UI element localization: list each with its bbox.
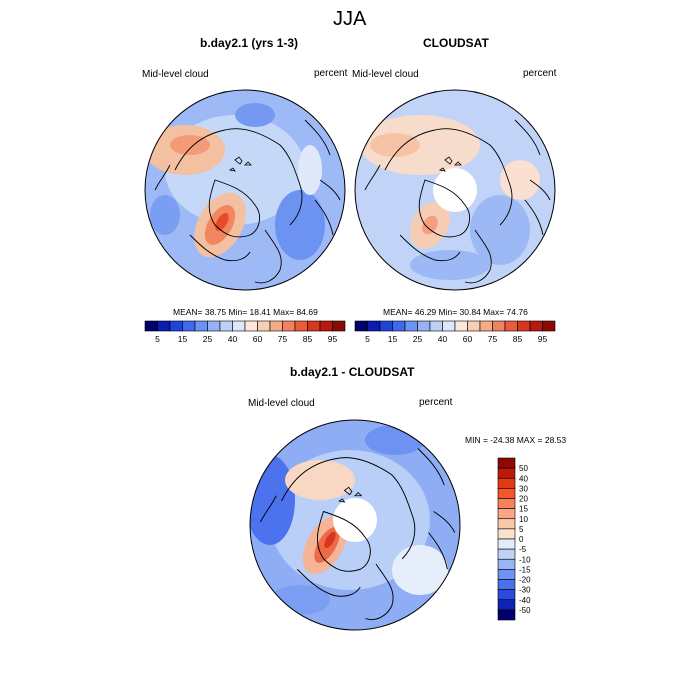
- colorbar-tick-label: 15: [519, 505, 528, 514]
- colorbar-tick-label: 10: [519, 515, 528, 524]
- colorbar-box: [497, 477, 516, 489]
- colorbar-tick-label: 85: [303, 334, 313, 344]
- colorbar-box: [144, 320, 158, 332]
- right-variable-label: Mid-level cloud: [352, 69, 419, 80]
- right-units-label: percent: [523, 68, 557, 79]
- colorbar-box: [282, 320, 296, 332]
- colorbar-box: [404, 320, 418, 332]
- colorbar-box: [492, 320, 506, 332]
- colorbar-tick-label: 40: [438, 334, 448, 344]
- colorbar-box: [294, 320, 308, 332]
- colorbar-box: [497, 609, 516, 621]
- colorbar-tick-label: -20: [519, 576, 531, 585]
- diff-variable-label: Mid-level cloud: [248, 398, 315, 409]
- colorbar-tick-label: -50: [519, 606, 531, 615]
- colorbar-tick-label: 85: [513, 334, 523, 344]
- left-stats-label: MEAN= 38.75 Min= 18.41 Max= 84.69: [173, 307, 318, 317]
- colorbar-box: [497, 579, 516, 590]
- colorbar-box: [182, 320, 196, 332]
- colorbar-tick-label: 95: [538, 334, 548, 344]
- colorbar-tick-label: 5: [519, 525, 524, 534]
- colorbar-box: [219, 320, 233, 332]
- colorbar-tick-label: 30: [519, 484, 528, 493]
- diff-units-label: percent: [419, 397, 453, 408]
- colorbar-box: [542, 320, 556, 332]
- colorbar-box: [497, 528, 516, 540]
- colorbar-tick-label: -15: [519, 565, 531, 574]
- colorbar-box: [379, 320, 393, 332]
- colorbar-box: [454, 320, 468, 332]
- colorbar-box: [529, 320, 543, 332]
- colorbar-tick-label: 60: [253, 334, 263, 344]
- left-colorbar: 5 15 25 40 60 75 85 95: [144, 320, 346, 344]
- colorbar-tick-label: 25: [203, 334, 213, 344]
- colorbar-box: [497, 518, 516, 530]
- colorbar-box: [232, 320, 246, 332]
- right-map: [354, 89, 556, 291]
- colorbar-box: [504, 320, 518, 332]
- colorbar-box: [497, 488, 516, 499]
- colorbar-tick-label: -40: [519, 596, 531, 605]
- colorbar-box: [497, 599, 516, 611]
- colorbar-box: [467, 320, 481, 332]
- colorbar-tick-label: 75: [488, 334, 498, 344]
- colorbar-box: [429, 320, 443, 332]
- colorbar-box: [367, 320, 381, 332]
- colorbar-box: [417, 320, 431, 332]
- colorbar-tick-label: 5: [365, 334, 370, 344]
- colorbar-box: [497, 548, 516, 560]
- colorbar-tick-label: -10: [519, 555, 531, 564]
- colorbar-box: [517, 320, 531, 332]
- colorbar-box: [479, 320, 493, 332]
- colorbar-box: [194, 320, 208, 332]
- colorbar-tick-label: 40: [519, 474, 528, 483]
- colorbar-box: [442, 320, 456, 332]
- colorbar-tick-label: 15: [388, 334, 398, 344]
- colorbar-box: [497, 589, 516, 601]
- colorbar-box: [332, 320, 346, 332]
- figure-title: JJA: [333, 8, 367, 30]
- colorbar-tick-label: 50: [519, 464, 528, 473]
- colorbar-tick-label: 5: [155, 334, 160, 344]
- colorbar-tick-label: 60: [463, 334, 473, 344]
- colorbar-box: [157, 320, 171, 332]
- colorbar-box: [207, 320, 221, 332]
- colorbar-box: [392, 320, 406, 332]
- colorbar-tick-label: 15: [178, 334, 188, 344]
- colorbar-box: [244, 320, 258, 332]
- diff-panel-title: b.day2.1 - CLOUDSAT: [290, 365, 415, 379]
- colorbar-tick-label: 0: [519, 535, 524, 544]
- colorbar-tick-label: -5: [519, 545, 527, 554]
- colorbar-box: [497, 569, 516, 580]
- left-units-label: percent: [314, 68, 348, 79]
- right-colorbar: 5 15 25 40 60 75 85 95: [354, 320, 556, 344]
- colorbar-tick-label: 95: [328, 334, 338, 344]
- colorbar-box: [354, 320, 368, 332]
- colorbar-box: [497, 558, 516, 570]
- colorbar-box: [269, 320, 283, 332]
- colorbar-box: [497, 538, 516, 550]
- colorbar-box: [257, 320, 271, 332]
- colorbar-tick-label: 75: [278, 334, 288, 344]
- colorbar-tick-label: -30: [519, 586, 531, 595]
- colorbar-box: [307, 320, 321, 332]
- right-stats-label: MEAN= 46.29 Min= 30.84 Max= 74.76: [383, 307, 528, 317]
- colorbar-box: [169, 320, 183, 332]
- colorbar-box: [319, 320, 333, 332]
- colorbar-tick-label: 25: [413, 334, 423, 344]
- diff-minmax-label: MIN = -24.38 MAX = 28.53: [465, 435, 567, 445]
- left-variable-label: Mid-level cloud: [142, 69, 209, 80]
- colorbar-box: [497, 457, 516, 469]
- left-panel-title: b.day2.1 (yrs 1-3): [200, 36, 299, 50]
- left-map: [144, 89, 346, 291]
- colorbar-box: [497, 467, 516, 479]
- colorbar-box: [497, 498, 516, 509]
- diff-map: [249, 419, 461, 631]
- colorbar-box: [497, 508, 516, 520]
- right-panel-title: CLOUDSAT: [423, 36, 489, 50]
- colorbar-tick-label: 40: [228, 334, 238, 344]
- colorbar-tick-label: 20: [519, 495, 528, 504]
